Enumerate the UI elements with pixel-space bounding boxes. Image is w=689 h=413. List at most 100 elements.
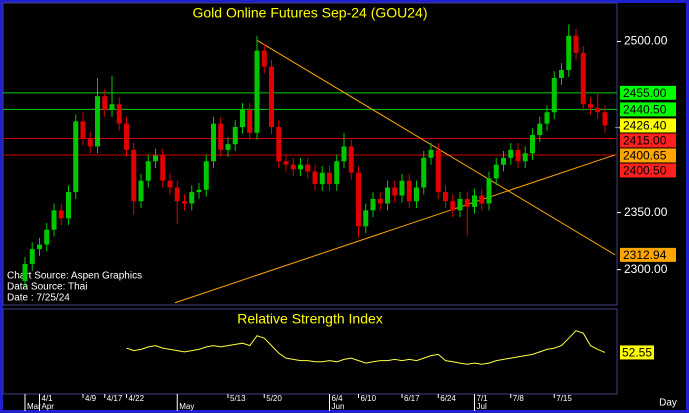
candle-body: [319, 172, 325, 185]
candle-body: [356, 172, 361, 227]
price-tag: [620, 85, 676, 100]
candle-body: [450, 201, 456, 211]
month-label: May: [179, 402, 194, 411]
candle-body: [515, 149, 521, 162]
candle-body: [435, 149, 441, 193]
candle-body: [305, 164, 311, 172]
candle-body: [530, 135, 535, 154]
price-tag: [620, 247, 676, 262]
candle-body: [95, 96, 100, 147]
x-tick-label: 5/13: [230, 394, 246, 403]
month-label: Mar: [27, 402, 41, 411]
candle-body: [551, 78, 557, 113]
candle-body: [595, 107, 601, 113]
x-tick-label: 6/17: [404, 394, 420, 403]
candle-body: [421, 157, 427, 188]
candle-body: [29, 249, 35, 264]
price-tag: [620, 163, 676, 178]
candle-body: [80, 121, 86, 139]
price-tag-label: 2415.00: [623, 134, 667, 148]
candle-body: [196, 189, 202, 193]
candle-body: [44, 229, 50, 245]
candle-body: [334, 161, 340, 185]
price-tag: [620, 102, 676, 117]
candle-body: [406, 180, 412, 202]
candle-body: [508, 149, 514, 158]
rsi-title: Relative Strength Index: [237, 311, 383, 327]
candle-body: [87, 138, 93, 147]
month-label: Jun: [332, 402, 345, 411]
x-tick-label: 5/20: [266, 394, 282, 403]
chart-title: Gold Online Futures Sep-24 (GOU24): [193, 5, 428, 21]
candle-body: [348, 146, 354, 173]
candle-body: [153, 155, 158, 162]
note: Date : 7/25/24: [7, 293, 70, 304]
candle-body: [283, 161, 289, 165]
candle-body: [522, 153, 528, 162]
candle-body: [602, 112, 608, 126]
price-tag-label: 2312.94: [623, 248, 667, 262]
candle-body: [109, 104, 115, 110]
price-tag: [620, 133, 676, 148]
candle-body: [566, 35, 572, 71]
candle-body: [544, 112, 550, 124]
trendline: [174, 154, 616, 304]
candle-body: [443, 192, 448, 202]
candle-body: [385, 187, 390, 204]
x-tick-label: 4/9: [85, 394, 97, 403]
candle-body: [66, 192, 71, 219]
candle-body: [58, 210, 64, 219]
month-label: Apr: [42, 402, 55, 411]
candle-body: [414, 187, 419, 202]
candle-body: [138, 180, 144, 202]
month-label: Jul: [477, 402, 487, 411]
x-tick-label: 6/24: [440, 394, 456, 403]
candle-body: [472, 195, 477, 207]
candle-body: [276, 127, 282, 162]
candle-body: [501, 157, 506, 165]
candle-body: [73, 121, 79, 193]
candle-body: [573, 35, 579, 53]
candle-body: [399, 180, 405, 196]
y-tick-label: 2300.00: [624, 262, 668, 276]
x-tick-label: 6/4: [332, 394, 344, 403]
x-tick-label: 7/15: [556, 394, 572, 403]
price-tag: [620, 118, 676, 133]
candle-body: [327, 172, 332, 185]
price-tag-label: 2426.40: [623, 119, 667, 133]
price-tag-label: 2455.00: [623, 86, 667, 100]
candle-body: [588, 104, 593, 108]
candle-body: [189, 192, 195, 204]
candle-body: [218, 123, 224, 150]
price-tag-label: 2400.50: [623, 164, 667, 178]
candle-body: [102, 96, 108, 110]
x-tick-label: 7/1: [477, 394, 489, 403]
x-tick-label: 4/22: [129, 394, 145, 403]
x-axis-label: Day: [659, 398, 677, 409]
x-tick-label: 4/17: [107, 394, 123, 403]
candle-body: [377, 198, 383, 204]
rsi-tag-label: 52.55: [622, 346, 652, 360]
candle-body: [145, 161, 151, 181]
trendline: [256, 39, 616, 256]
candle-body: [312, 171, 318, 185]
candle-body: [232, 127, 238, 145]
candle-body: [240, 109, 245, 128]
candle-body: [580, 52, 586, 105]
candle-body: [160, 155, 166, 181]
candle-body: [341, 146, 347, 162]
candle-body: [22, 263, 28, 282]
price-tag-label: 2440.50: [623, 103, 667, 117]
rsi-panel: [2, 308, 618, 395]
candle-body: [203, 161, 209, 190]
candle-body: [174, 187, 180, 202]
candle-body: [428, 149, 434, 158]
candle-body: [370, 198, 376, 211]
candle-body: [486, 178, 492, 204]
last-arrow: →: [613, 121, 622, 131]
note: Chart Source: Aspen Graphics: [7, 271, 142, 282]
price-tag: [620, 148, 676, 163]
candle-body: [298, 164, 303, 170]
